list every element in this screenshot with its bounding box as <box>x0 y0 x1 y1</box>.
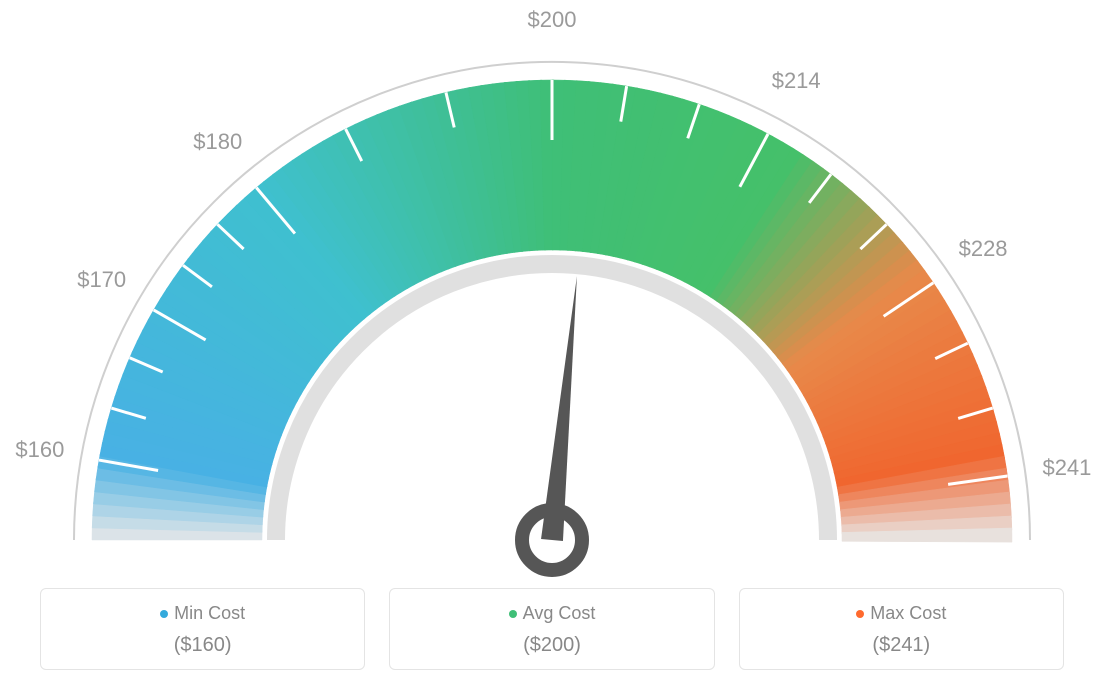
tick-label: $160 <box>15 437 64 463</box>
legend-title-avg: Avg Cost <box>400 603 703 624</box>
tick-label: $228 <box>959 236 1008 262</box>
legend-card-min: Min Cost ($160) <box>40 588 365 670</box>
legend-value-avg: ($200) <box>400 634 703 657</box>
tick-label: $170 <box>77 267 126 293</box>
tick-label: $180 <box>193 129 242 155</box>
gauge-area: $160 $170 $180 $200 $214 $228 $241 <box>0 0 1104 560</box>
tick-label: $200 <box>528 7 577 33</box>
legend-title-text-min: Min Cost <box>174 603 245 623</box>
legend-title-max: Max Cost <box>750 603 1053 624</box>
legend-title-text-avg: Avg Cost <box>523 603 596 623</box>
legend-card-max: Max Cost ($241) <box>739 588 1064 670</box>
legend-row: Min Cost ($160) Avg Cost ($200) Max Cost… <box>40 588 1064 670</box>
legend-dot-max <box>856 610 864 618</box>
legend-value-max: ($241) <box>750 634 1053 657</box>
legend-title-text-max: Max Cost <box>870 603 946 623</box>
gauge-svg <box>0 0 1104 580</box>
tick-label: $214 <box>772 68 821 94</box>
legend-dot-min <box>160 610 168 618</box>
legend-title-min: Min Cost <box>51 603 354 624</box>
legend-card-avg: Avg Cost ($200) <box>389 588 714 670</box>
tick-label: $241 <box>1042 455 1091 481</box>
cost-gauge-widget: $160 $170 $180 $200 $214 $228 $241 Min Cost ($… <box>0 0 1104 690</box>
legend-value-min: ($160) <box>51 634 354 657</box>
legend-dot-avg <box>509 610 517 618</box>
